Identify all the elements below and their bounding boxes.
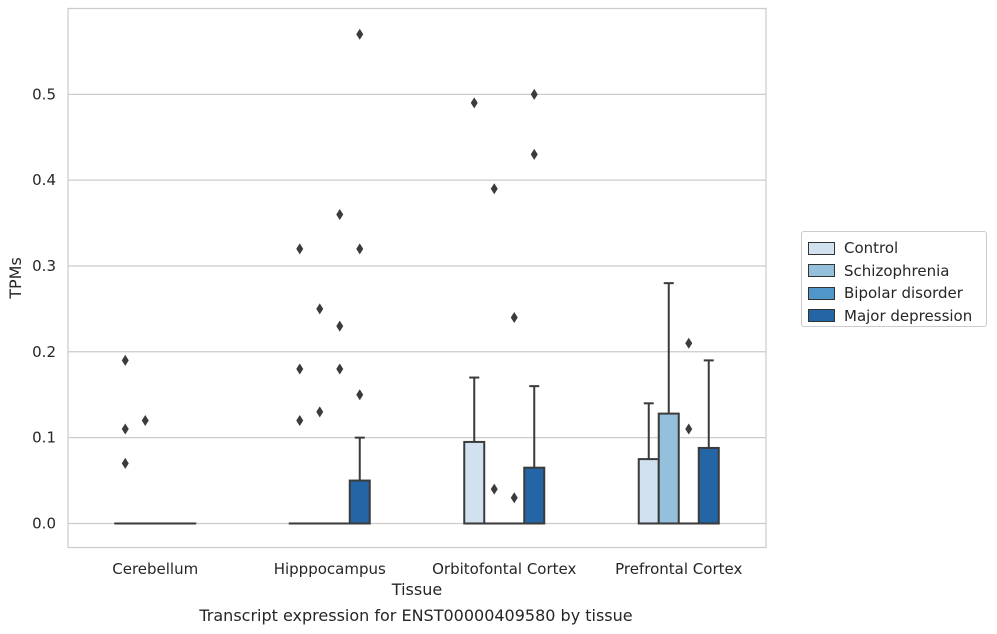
outlier-point [336,208,344,220]
outlier-point [356,389,364,401]
outlier-point [685,337,693,349]
outlier-point [470,97,478,109]
box [463,440,486,525]
outlier-point [121,354,129,366]
legend-item-schizophrenia: Schizophrenia [808,260,980,283]
x-tick-label: Prefrontal Cortex [615,560,742,578]
outlier-point [356,28,364,40]
plot-area [114,28,720,525]
legend-label-control: Control [844,239,899,258]
legend-swatch-bipolar-disorder [808,286,835,300]
outlier-point [121,457,129,469]
box [523,466,546,525]
outlier-point [510,492,518,504]
outlier-point [316,303,324,315]
outlier-point [336,363,344,375]
y-tick-label: 0.5 [32,85,56,103]
box [637,458,660,525]
outlier-point [296,363,304,375]
legend-item-bipolar-disorder: Bipolar disorder [808,282,980,305]
legend-swatch-control [808,241,835,255]
outlier-point [530,148,538,160]
outlier-point [356,243,364,255]
x-tick-label: Hipppocampus [274,560,386,578]
legend-item-control: Control [808,237,980,260]
outlier-point [336,320,344,332]
legend: Control Schizophrenia Bipolar disorder M… [801,231,987,327]
legend-swatch-schizophrenia [808,264,835,278]
y-tick-label: 0.0 [32,514,56,532]
outlier-point [490,483,498,495]
y-tick-label: 0.2 [32,343,56,361]
axes: 0.0 0.1 0.2 0.3 0.4 0.5 Cerebellum Hipppocampus… [32,85,742,578]
legend-swatch-major-depression [808,309,835,323]
box [657,412,680,525]
legend-label-bipolar-disorder: Bipolar disorder [844,284,963,303]
y-axis-label: TPMs [6,257,25,300]
outlier-point [296,414,304,426]
y-tick-label: 0.4 [32,171,56,189]
y-tick-label: 0.3 [32,257,56,275]
y-tick-label: 0.1 [32,429,56,447]
x-tick-label: Cerebellum [112,560,198,578]
box [348,479,371,525]
outlier-point [141,414,149,426]
outlier-point [296,243,304,255]
x-axis-label: Tissue [391,580,442,599]
outlier-point [530,88,538,100]
outlier-point [316,406,324,418]
outlier-point [510,311,518,323]
legend-label-major-depression: Major depression [844,306,973,325]
outlier-point [121,423,129,435]
box [697,446,720,525]
x-tick-label: Orbitofontal Cortex [432,560,576,578]
figure-caption: Transcript expression for ENST0000040958… [199,606,633,625]
plot-frame [67,7,767,549]
outlier-point [490,183,498,195]
legend-label-schizophrenia: Schizophrenia [844,261,950,280]
outlier-point [685,423,693,435]
legend-item-major-depression: Major depression [808,305,980,328]
